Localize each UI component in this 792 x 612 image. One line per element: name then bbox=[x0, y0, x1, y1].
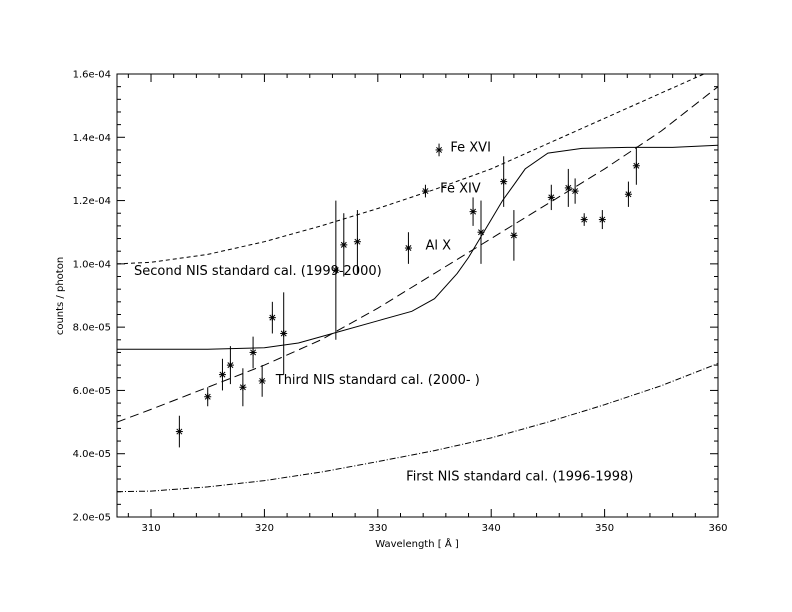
data-point bbox=[510, 210, 518, 261]
x-tick-label: 340 bbox=[482, 523, 501, 534]
marker-stroke bbox=[204, 393, 211, 400]
x-axis-title: Wavelength [ Å ] bbox=[375, 537, 459, 550]
x-tick-label: 350 bbox=[595, 523, 614, 534]
marker-stroke bbox=[500, 178, 507, 185]
data-point bbox=[571, 178, 579, 204]
marker-stroke bbox=[332, 267, 339, 274]
x-tick-label: 330 bbox=[368, 523, 387, 534]
data-point bbox=[268, 301, 276, 334]
y-tick-label: 1.0e-04 bbox=[73, 259, 111, 270]
data-point bbox=[340, 213, 348, 277]
marker-stroke bbox=[510, 232, 517, 239]
data-point bbox=[580, 213, 588, 226]
marker-stroke bbox=[436, 146, 443, 153]
data-point bbox=[421, 184, 429, 198]
annotation-label: Third NIS standard cal. (2000- ) bbox=[275, 373, 480, 388]
marker-stroke bbox=[572, 188, 579, 195]
data-point bbox=[547, 184, 555, 211]
marker-stroke bbox=[227, 362, 234, 369]
marker-stroke bbox=[548, 194, 555, 201]
curve-short-dash-0 bbox=[117, 74, 706, 265]
y-axis-ticks: 2.0e-05 4.0e-05 6.0e-05 8.0e-05 1.0e-04 1.2e-… bbox=[73, 70, 718, 524]
data-point bbox=[332, 200, 340, 340]
marker-stroke bbox=[280, 330, 287, 337]
marker-stroke bbox=[354, 238, 361, 245]
marker-stroke bbox=[340, 241, 347, 248]
curve-long-dash-1 bbox=[117, 86, 718, 423]
marker-stroke bbox=[219, 371, 226, 378]
data-point bbox=[624, 181, 632, 207]
data-point bbox=[564, 168, 572, 207]
data-point bbox=[500, 156, 508, 207]
data-point bbox=[204, 387, 212, 407]
annotation-label: Fe XIV bbox=[440, 182, 481, 197]
annotations: Fe XVI Fe XIV Al X Second NIS standard cal.… bbox=[134, 141, 633, 485]
data-point bbox=[469, 197, 477, 226]
y-tick-label: 1.2e-04 bbox=[73, 196, 111, 207]
x-axis-ticks: 310 320 330 340 350 360 bbox=[127, 74, 728, 534]
y-tick-label: 1.4e-04 bbox=[73, 133, 111, 144]
data-point bbox=[477, 200, 485, 264]
marker-stroke bbox=[599, 216, 606, 223]
marker-stroke bbox=[633, 162, 640, 169]
marker-stroke bbox=[565, 184, 572, 191]
marker-stroke bbox=[176, 428, 183, 435]
data-point bbox=[239, 368, 247, 407]
annotation-label: First NIS standard cal. (1996-1998) bbox=[406, 470, 633, 485]
x-tick-label: 310 bbox=[141, 523, 160, 534]
x-tick-label: 320 bbox=[255, 523, 274, 534]
data-point bbox=[258, 365, 266, 397]
plot-frame bbox=[116, 73, 719, 518]
data-point bbox=[249, 336, 257, 369]
data-point bbox=[226, 346, 234, 385]
annotation-label: Fe XVI bbox=[450, 141, 491, 156]
y-tick-label: 1.6e-04 bbox=[73, 70, 111, 81]
data-point bbox=[598, 210, 606, 230]
marker-stroke bbox=[422, 188, 429, 195]
measurement-points bbox=[175, 143, 640, 448]
data-point bbox=[435, 143, 443, 157]
marker-stroke bbox=[259, 377, 266, 384]
marker-stroke bbox=[625, 191, 632, 198]
data-point bbox=[218, 358, 226, 391]
y-axis-title: counts / photon bbox=[55, 257, 66, 335]
calibration-curves bbox=[117, 74, 718, 493]
data-point bbox=[353, 210, 361, 274]
marker-stroke bbox=[250, 349, 257, 356]
marker-stroke bbox=[581, 216, 588, 223]
y-tick-label: 4.0e-05 bbox=[73, 449, 111, 460]
data-point bbox=[632, 146, 640, 185]
annotation-label: Al X bbox=[425, 239, 451, 254]
y-tick-label: 6.0e-05 bbox=[73, 386, 111, 397]
annotation-label: Second NIS standard cal. (1999-2000) bbox=[134, 264, 382, 279]
curve-dash-dot-2 bbox=[117, 363, 718, 493]
marker-stroke bbox=[239, 384, 246, 391]
marker-stroke bbox=[470, 208, 477, 215]
marker-stroke bbox=[405, 245, 412, 252]
marker-stroke bbox=[269, 314, 276, 321]
curve-solid-3 bbox=[117, 144, 718, 350]
data-point bbox=[280, 292, 288, 375]
x-tick-label: 360 bbox=[708, 523, 727, 534]
data-point bbox=[404, 232, 412, 264]
data-point bbox=[175, 415, 183, 448]
y-tick-label: 8.0e-05 bbox=[73, 323, 111, 334]
marker-stroke bbox=[478, 229, 484, 236]
y-tick-label: 2.0e-05 bbox=[73, 513, 111, 524]
